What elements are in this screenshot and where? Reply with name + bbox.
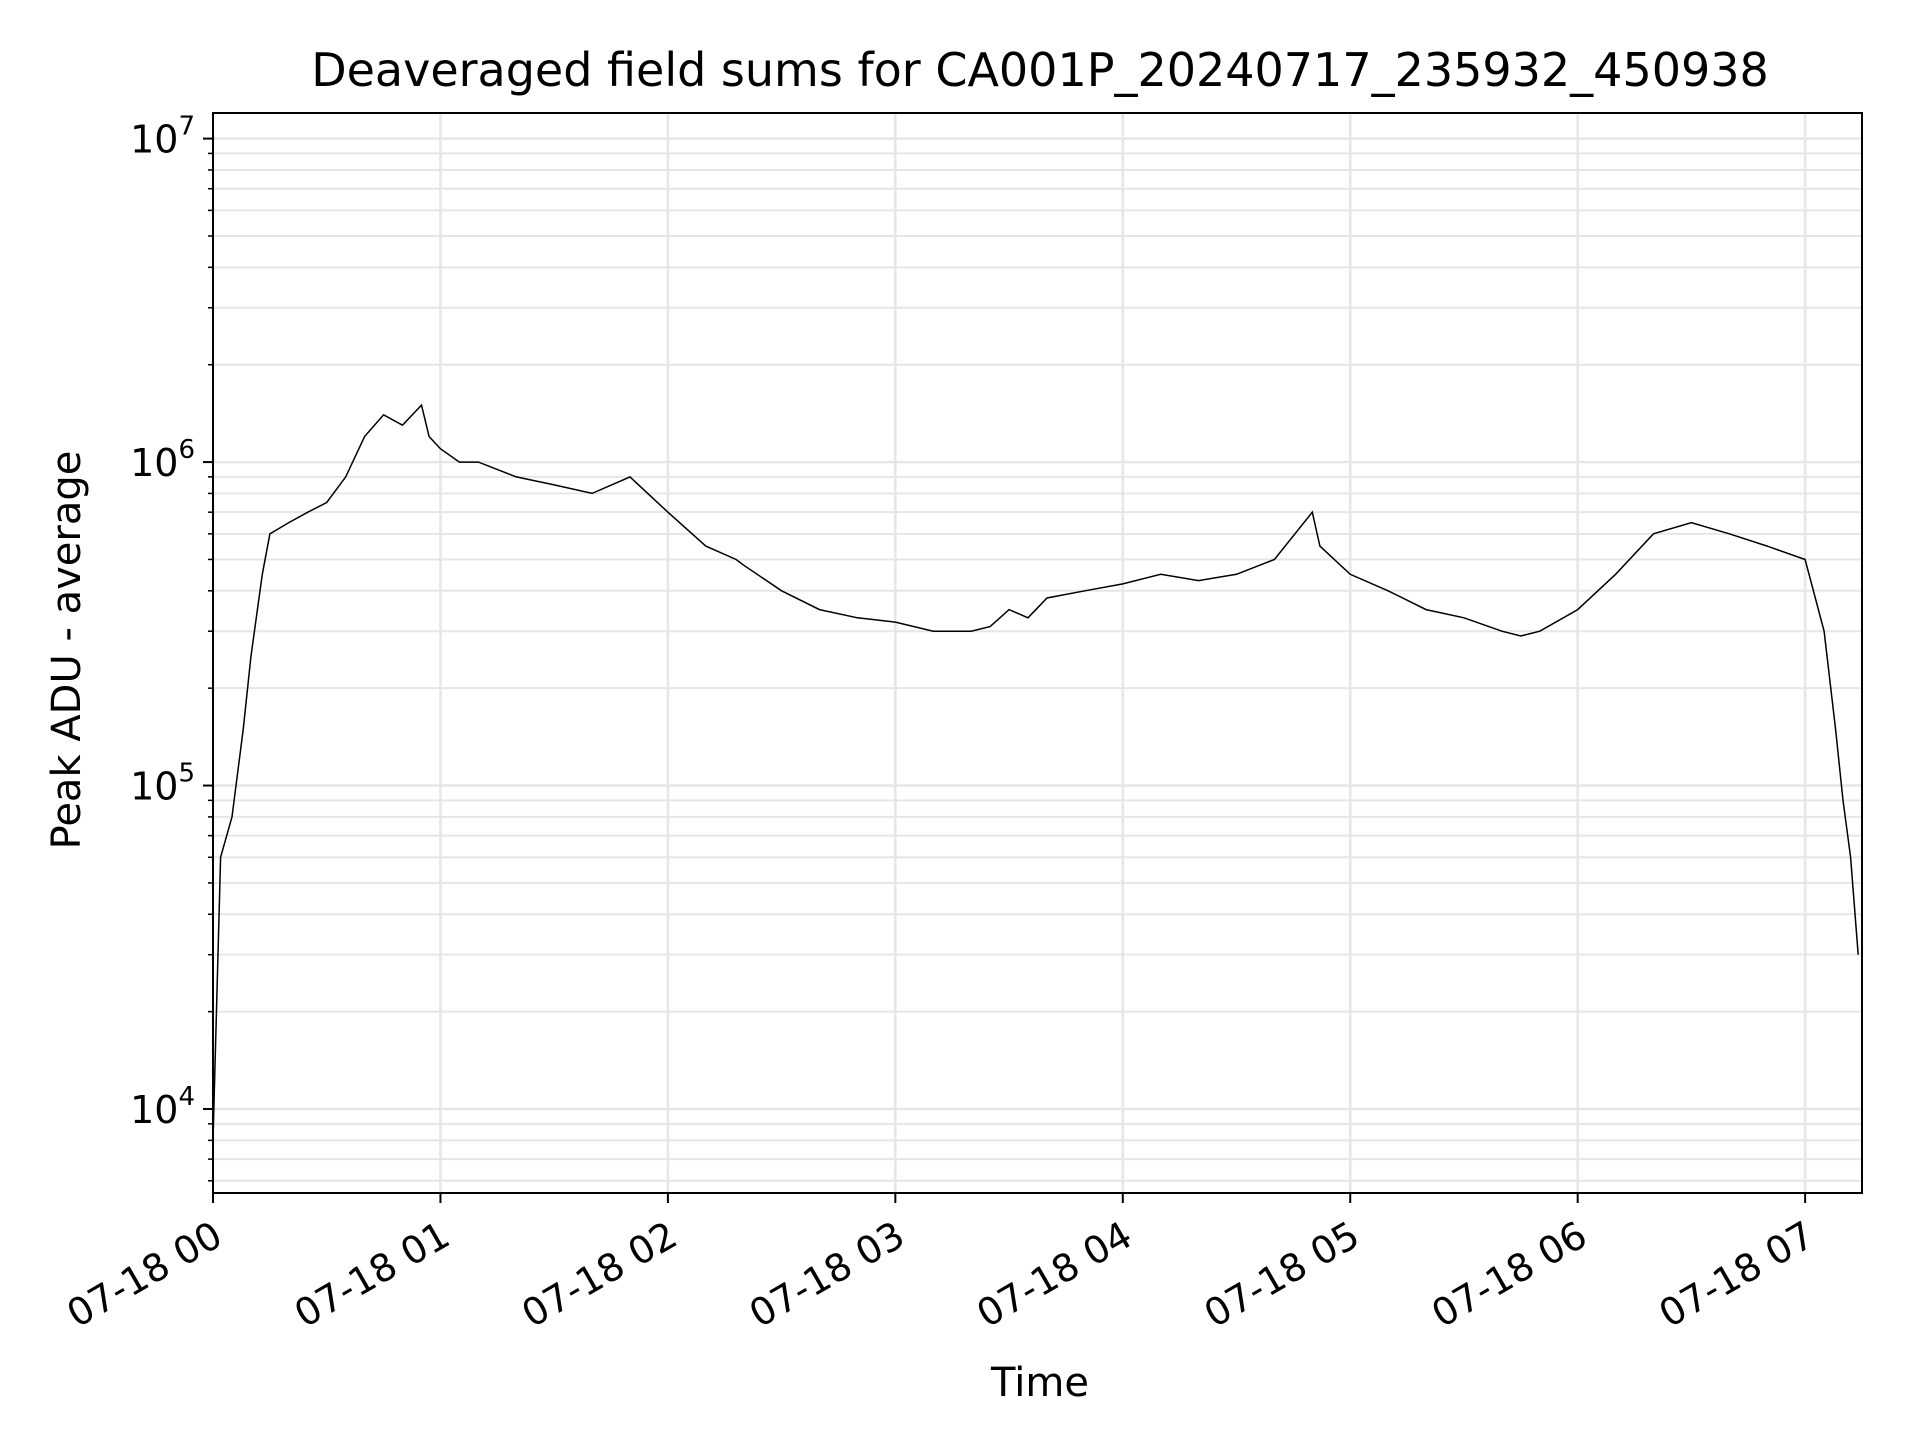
series-line [212,403,1859,1141]
y-tick-label: 105 [130,759,195,809]
y-axis-label: Peak ADU - average [44,451,90,850]
y-tick-label: 107 [130,112,195,162]
plot-frame [212,112,1863,1194]
y-tick-label: 106 [130,435,195,485]
data-layer [212,403,1859,1141]
grid-layer [211,113,1862,1193]
x-axis-label: Time [990,1360,1089,1406]
y-tick-label: 104 [130,1082,195,1132]
chart-title: Deaveraged field sums for CA001P_2024071… [311,43,1769,97]
